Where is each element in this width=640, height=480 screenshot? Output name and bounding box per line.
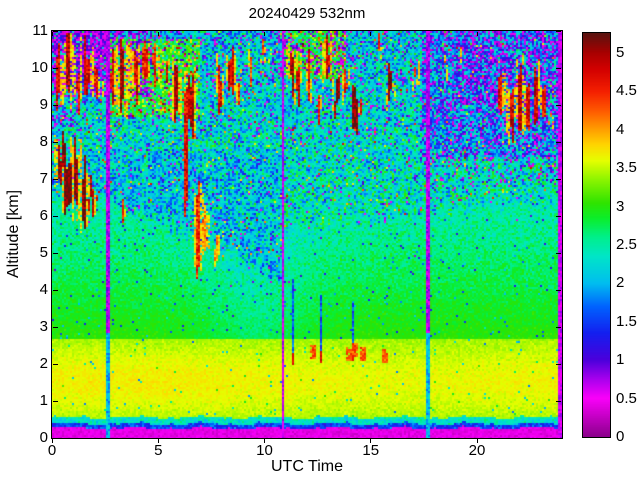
- x-tick-label: 0: [47, 442, 57, 459]
- y-tick-mark: [556, 252, 561, 254]
- y-tick-mark: [53, 141, 58, 143]
- x-axis-label: UTC Time: [271, 458, 343, 475]
- y-tick-label: 7: [39, 170, 48, 187]
- y-tick-mark: [556, 104, 561, 106]
- y-tick-label: 11: [32, 22, 48, 39]
- y-axis-label: Altitude [km]: [5, 189, 22, 279]
- y-tick-mark: [556, 289, 561, 291]
- y-tick-label: 1: [39, 392, 48, 409]
- y-tick-mark: [556, 215, 561, 217]
- y-tick-mark: [53, 437, 58, 439]
- y-tick-mark: [556, 363, 561, 365]
- heatmap-canvas: [52, 31, 562, 438]
- colorbar-tick-label: 5: [616, 43, 625, 61]
- colorbar-border: [582, 32, 611, 438]
- y-tick-mark: [53, 400, 58, 402]
- y-tick-mark: [53, 252, 58, 254]
- y-tick-mark: [53, 178, 58, 180]
- y-tick-mark: [53, 30, 58, 32]
- y-tick-mark: [53, 363, 58, 365]
- y-tick-mark: [53, 289, 58, 291]
- y-tick-label: 10: [31, 59, 48, 76]
- x-tick-label: 20: [468, 442, 486, 459]
- x-tick-label: 10: [256, 442, 273, 459]
- y-tick-mark: [556, 67, 561, 69]
- colorbar-tick-label: 2: [616, 274, 625, 292]
- x-tick-mark: [51, 32, 53, 36]
- plot-area-border: [51, 30, 563, 439]
- x-tick-mark: [157, 32, 159, 36]
- y-tick-label: 2: [39, 355, 48, 372]
- colorbar-tick-label: 1.5: [616, 312, 637, 330]
- y-tick-mark: [556, 30, 561, 32]
- y-tick-mark: [556, 141, 561, 143]
- x-tick-mark: [370, 439, 372, 443]
- y-tick-label: 3: [39, 318, 48, 335]
- colorbar-tick-label: 0.5: [616, 389, 637, 407]
- y-tick-mark: [556, 326, 561, 328]
- y-tick-mark: [556, 400, 561, 402]
- x-tick-mark: [264, 439, 265, 443]
- y-tick-label: 0: [39, 429, 48, 446]
- y-tick-label: 6: [39, 207, 48, 224]
- colorbar-tick-label: 3: [616, 197, 625, 215]
- x-tick-mark: [476, 32, 478, 36]
- y-tick-mark: [53, 215, 58, 217]
- x-tick-mark: [264, 32, 265, 36]
- x-tick-mark: [51, 439, 53, 443]
- colorbar-tick-label: 2.5: [616, 235, 637, 253]
- x-tick-label: 15: [362, 442, 380, 459]
- x-tick-mark: [476, 439, 478, 443]
- y-tick-label: 8: [39, 133, 48, 150]
- chart-title: 20240429 532nm: [248, 5, 366, 22]
- x-tick-mark: [370, 32, 372, 36]
- y-tick-mark: [53, 67, 58, 69]
- colorbar-tick-label: 3.5: [616, 159, 637, 177]
- y-tick-mark: [53, 326, 58, 328]
- colorbar-tick-label: 0: [616, 428, 625, 445]
- colorbar-canvas: [583, 33, 610, 437]
- colorbar-tick-label: 1: [616, 351, 625, 369]
- y-tick-mark: [53, 104, 58, 106]
- x-tick-label: 5: [154, 442, 163, 459]
- colorbar-tick-label: 4.5: [616, 82, 637, 100]
- y-tick-mark: [556, 437, 561, 439]
- y-tick-mark: [556, 178, 561, 180]
- colorbar-tick-label: 4: [616, 120, 625, 138]
- y-tick-label: 5: [39, 244, 48, 261]
- y-tick-label: 9: [39, 96, 48, 113]
- x-tick-mark: [157, 439, 159, 443]
- y-tick-label: 4: [39, 281, 48, 298]
